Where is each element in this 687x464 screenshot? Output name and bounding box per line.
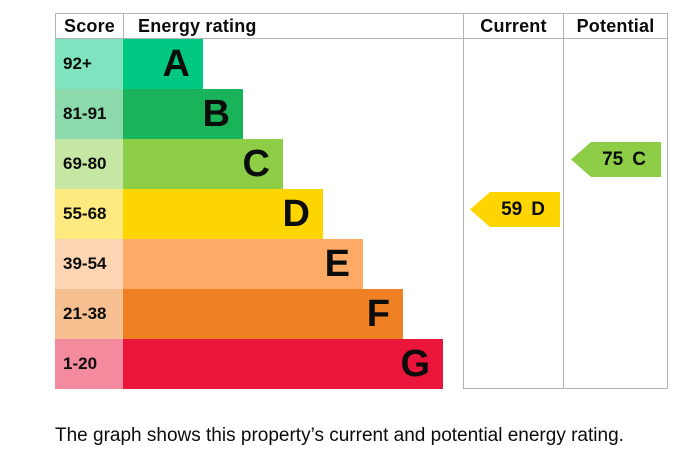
column-header-potential: Potential xyxy=(563,14,668,38)
score-range-b: 81-91 xyxy=(55,89,123,139)
rating-band-row: 69-80 C xyxy=(55,139,668,189)
current-rating-arrow: 59 D xyxy=(470,192,560,227)
energy-rating-table: Score Energy rating Current Potential 92… xyxy=(55,13,668,389)
column-header-energy-rating: Energy rating xyxy=(123,14,463,38)
potential-column: 75 C xyxy=(563,39,668,389)
rating-band-row: 21-38 F xyxy=(55,289,668,339)
band-bar-g: G xyxy=(123,339,443,389)
current-rating-value: 59 xyxy=(501,198,523,220)
chart-caption: The graph shows this property’s current … xyxy=(55,425,624,446)
score-range-e: 39-54 xyxy=(55,239,123,289)
band-bar-a: A xyxy=(123,39,203,89)
band-bar-b: B xyxy=(123,89,243,139)
rating-chart-body: 92+ A 81-91 B 69-80 C 55-68 D 39-54 E 21-38 F 1-20 G … xyxy=(55,39,668,389)
band-bar-f: F xyxy=(123,289,403,339)
score-range-d: 55-68 xyxy=(55,189,123,239)
table-header-row: Score Energy rating Current Potential xyxy=(55,13,668,39)
potential-rating-value: 75 xyxy=(602,148,624,170)
rating-band-row: 39-54 E xyxy=(55,239,668,289)
current-rating-band: D xyxy=(531,198,545,220)
rating-band-row: 55-68 D xyxy=(55,189,668,239)
rating-band-row: 81-91 B xyxy=(55,89,668,139)
band-bar-c: C xyxy=(123,139,283,189)
score-range-a: 92+ xyxy=(55,39,123,89)
rating-band-row: 1-20 G xyxy=(55,339,668,389)
band-bar-e: E xyxy=(123,239,363,289)
score-range-f: 21-38 xyxy=(55,289,123,339)
current-column: 59 D xyxy=(463,39,563,389)
column-header-current: Current xyxy=(463,14,563,38)
potential-rating-arrow: 75 C xyxy=(571,142,661,177)
band-bar-d: D xyxy=(123,189,323,239)
score-range-g: 1-20 xyxy=(55,339,123,389)
potential-rating-band: C xyxy=(632,148,646,170)
column-header-score: Score xyxy=(55,14,123,38)
score-range-c: 69-80 xyxy=(55,139,123,189)
rating-band-row: 92+ A xyxy=(55,39,668,89)
rating-bands: 92+ A 81-91 B 69-80 C 55-68 D 39-54 E 21-38 F 1-20 G xyxy=(55,39,668,389)
